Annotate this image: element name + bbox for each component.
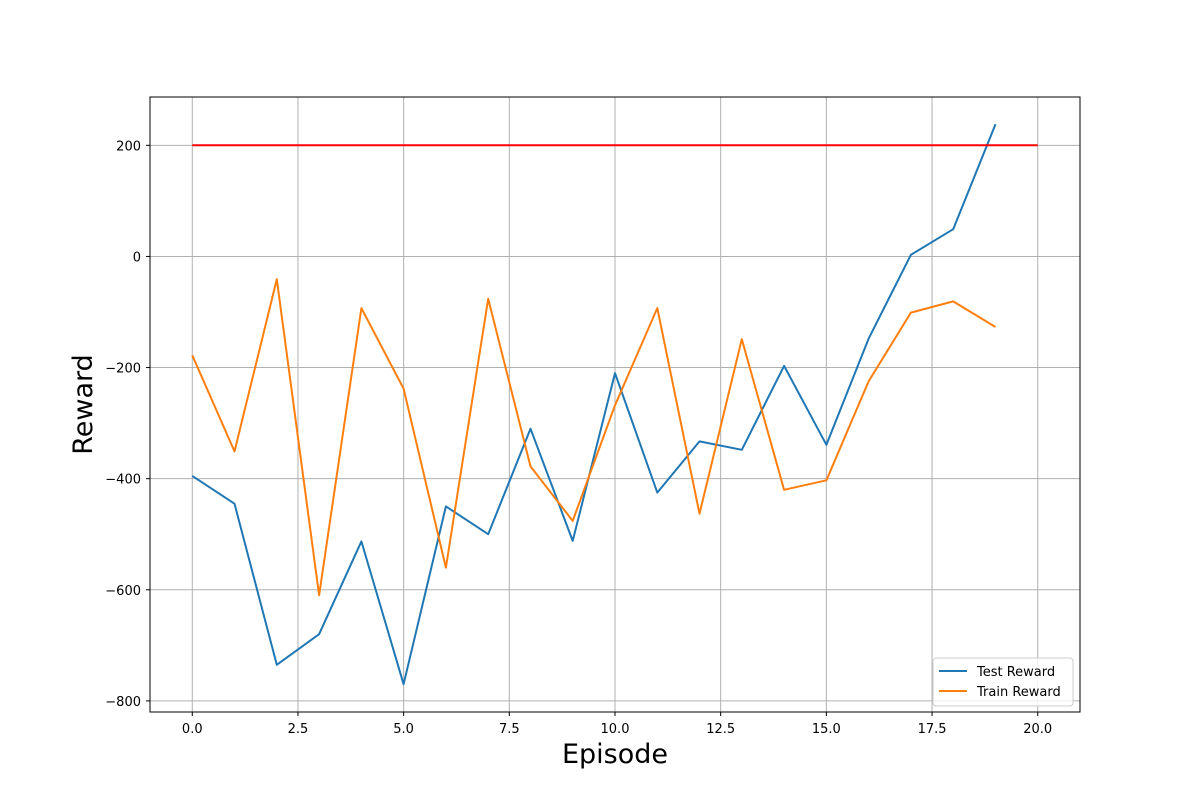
- series-line-train-reward: [191, 278, 997, 597]
- x-tick-label: 15.0: [812, 722, 841, 737]
- x-tick-label: 10.0: [601, 722, 630, 737]
- x-tick-label: 12.5: [706, 722, 735, 737]
- legend: Test Reward Train Reward: [932, 657, 1074, 707]
- y-tick-label: −600: [105, 584, 141, 599]
- x-tick-label: 0.0: [182, 722, 203, 737]
- x-axis-label: Episode: [562, 739, 668, 770]
- x-tick-label: 7.5: [499, 722, 520, 737]
- y-axis-label: Reward: [68, 354, 99, 455]
- x-ticks: 0.0 2.5 5.0 7.5 10.0 12.5 15.0 17.5 20.0: [182, 712, 1052, 737]
- y-tick-label: −200: [105, 362, 141, 377]
- series-line-test-reward: [191, 123, 997, 686]
- y-tick-label: 0: [133, 250, 141, 265]
- legend-label: Train Reward: [976, 685, 1061, 700]
- legend-box: [932, 657, 1074, 707]
- y-tick-label: −400: [105, 473, 141, 488]
- x-tick-label: 17.5: [918, 722, 947, 737]
- y-tick-label: −800: [105, 695, 141, 710]
- series-lines: [191, 123, 1038, 686]
- x-tick-label: 2.5: [288, 722, 309, 737]
- x-tick-label: 5.0: [393, 722, 414, 737]
- legend-label: Test Reward: [976, 665, 1055, 680]
- x-tick-label: 20.0: [1023, 722, 1052, 737]
- y-ticks: −800 −600 −400 −200 0 200: [105, 139, 150, 710]
- y-tick-label: 200: [116, 139, 141, 154]
